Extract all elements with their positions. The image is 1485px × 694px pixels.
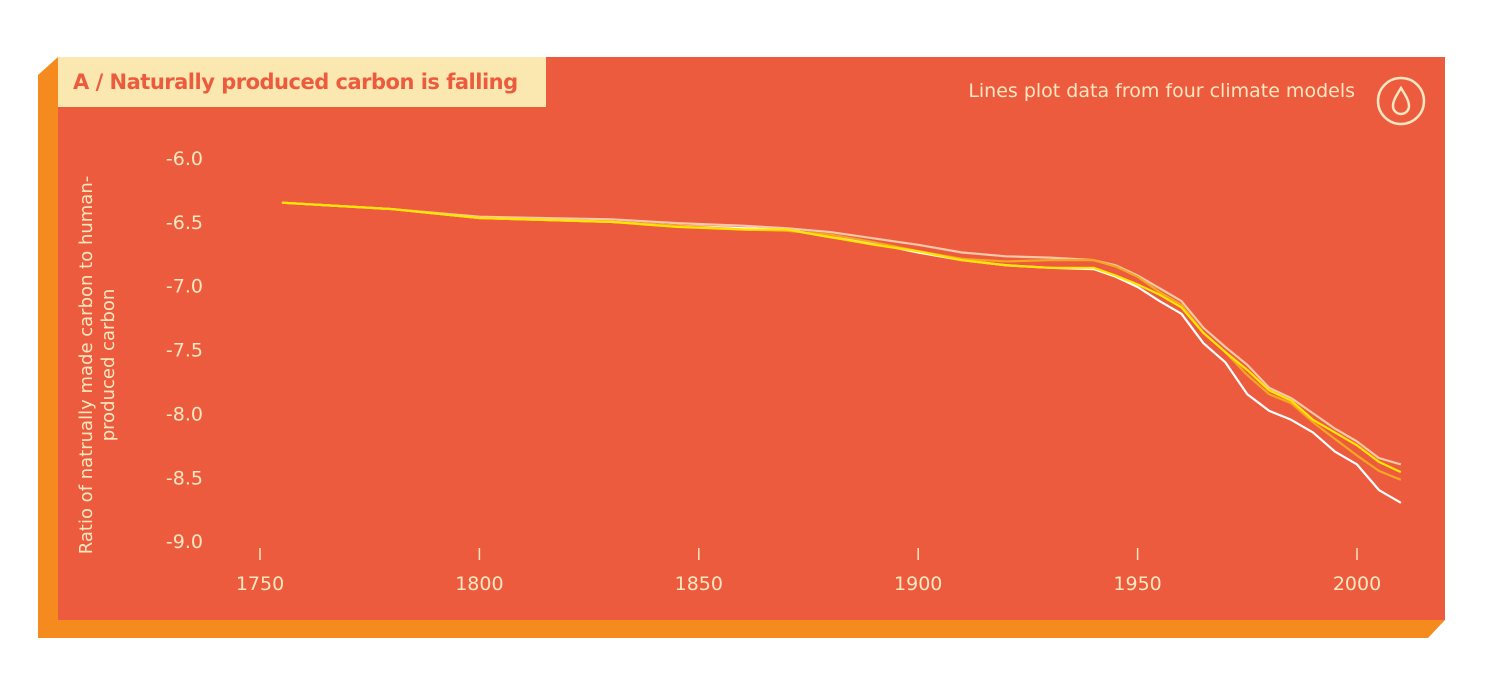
- y-tick-label: -8.5: [166, 467, 203, 489]
- x-tick-label: 1850: [675, 573, 723, 595]
- x-tick-label: 1900: [894, 573, 942, 595]
- x-tick-label: 1950: [1113, 573, 1161, 595]
- series-line-4: [281, 201, 1402, 474]
- chart-note: Lines plot data from four climate models: [968, 80, 1355, 102]
- y-tick-label: -7.0: [166, 276, 203, 298]
- y-tick-label: -9.0: [166, 531, 203, 553]
- y-axis-label: Ratio of natrually made carbon to human-…: [76, 175, 119, 555]
- chart-title: A / Naturally produced carbon is falling: [58, 57, 546, 107]
- x-tick-label: 1800: [455, 573, 503, 595]
- x-tick-label: 1750: [236, 573, 284, 595]
- x-tick-label: 2000: [1333, 573, 1381, 595]
- y-tick-label: -6.0: [166, 148, 203, 170]
- water-drop-icon: [1376, 76, 1426, 126]
- y-tick-label: -6.5: [166, 212, 203, 234]
- y-tick-label: -7.5: [166, 340, 203, 362]
- y-tick-label: -8.0: [166, 403, 203, 425]
- panel-face: [58, 57, 1445, 620]
